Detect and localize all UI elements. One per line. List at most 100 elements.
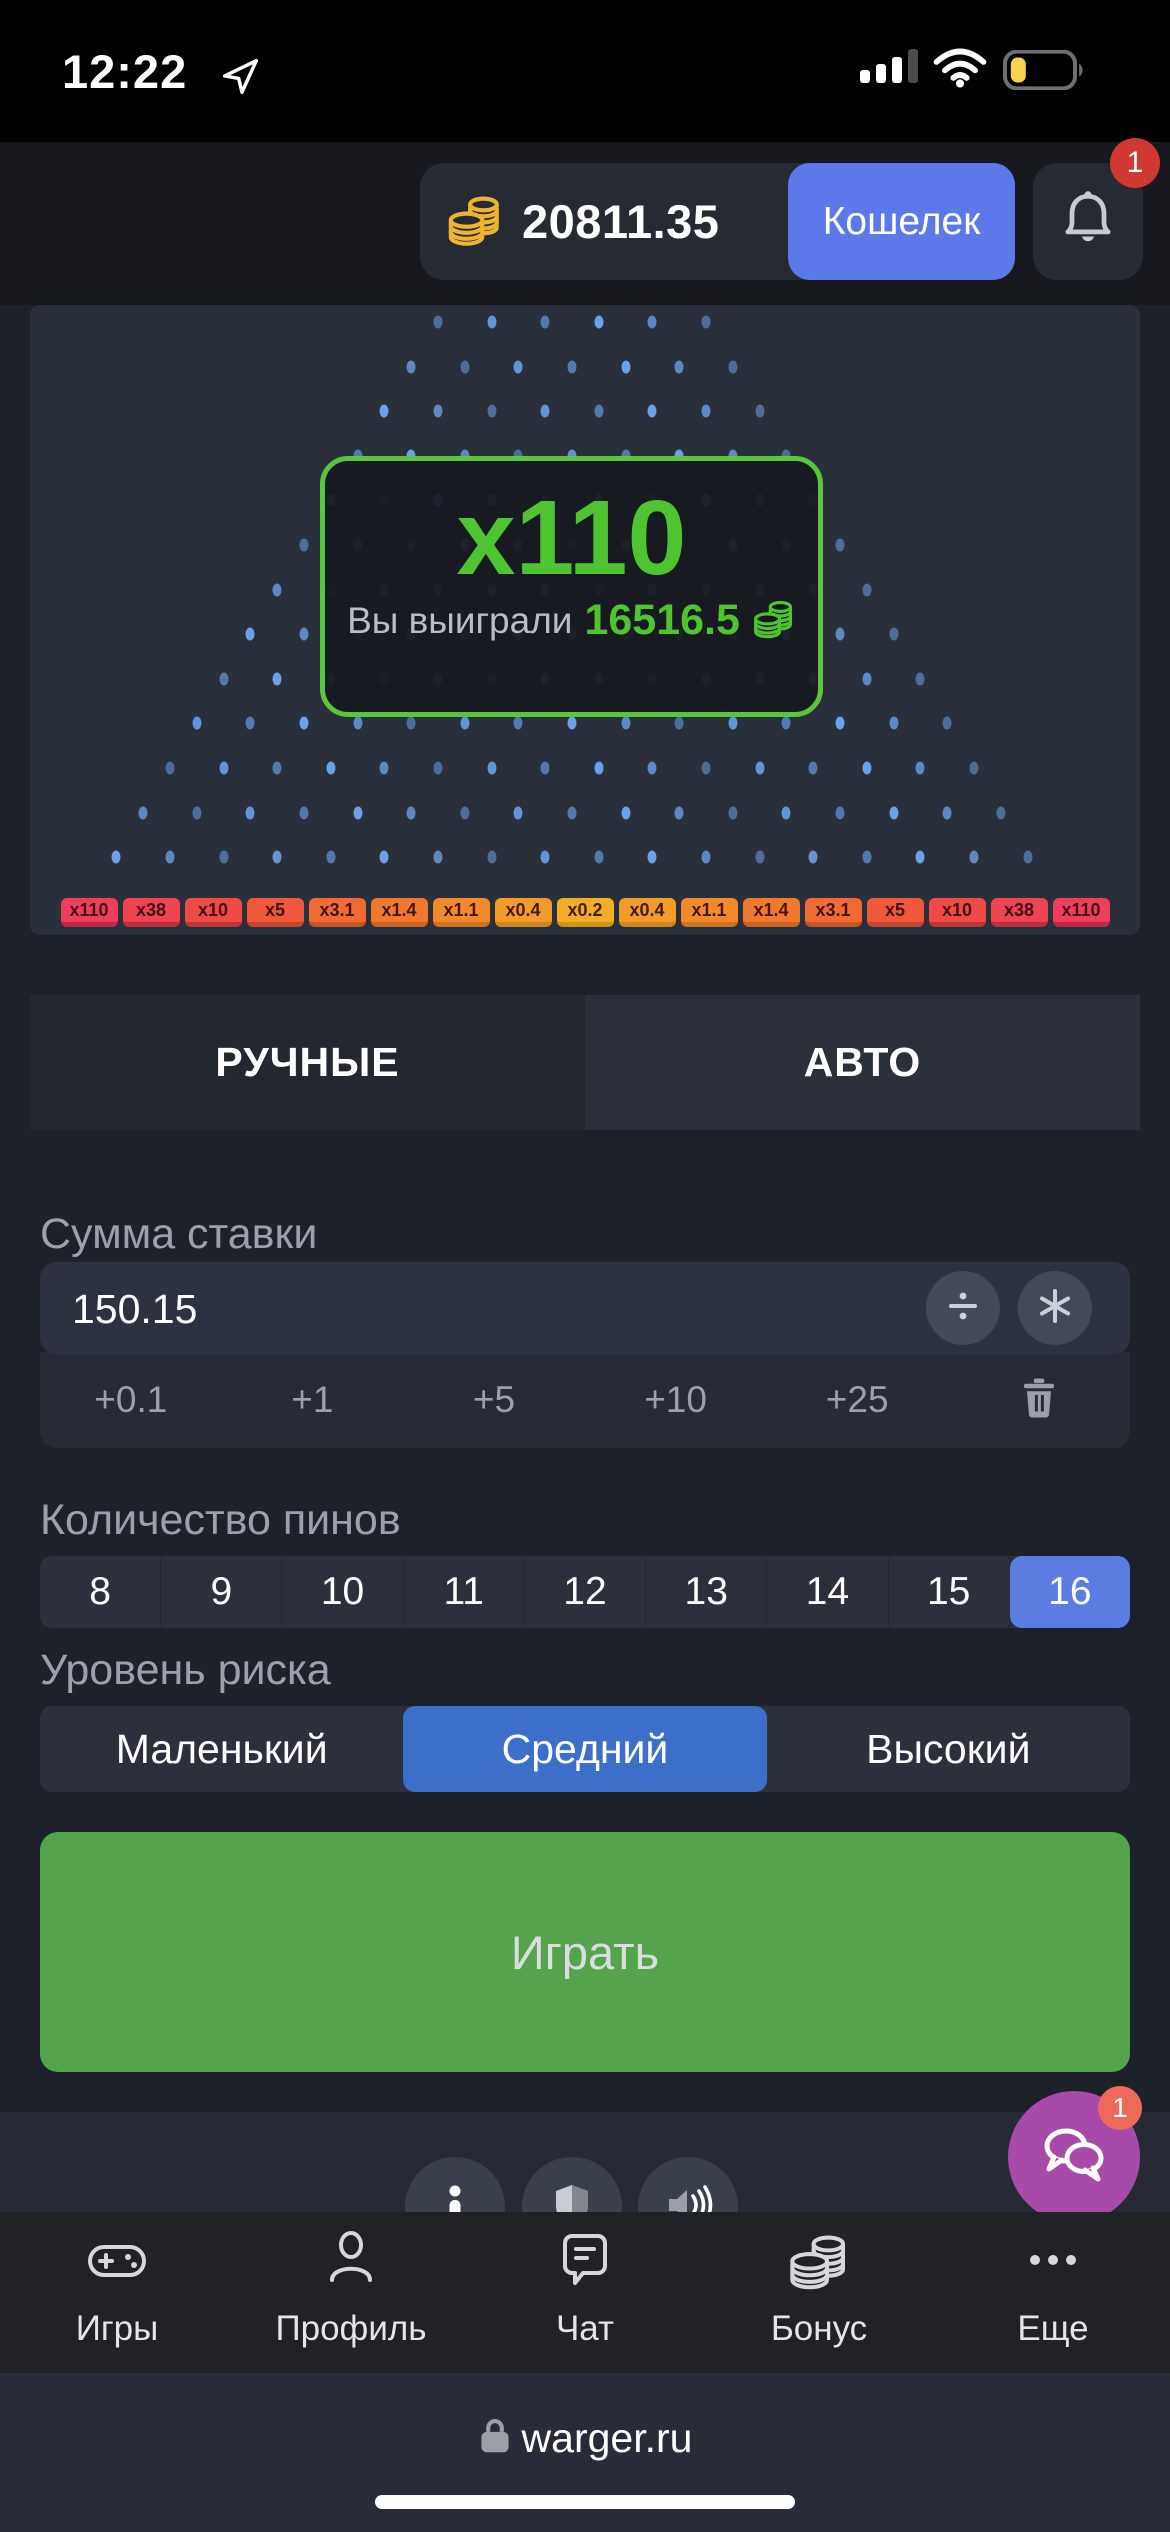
peg-dot bbox=[835, 538, 845, 552]
pin-option[interactable]: 14 bbox=[767, 1556, 889, 1628]
peg-dot bbox=[245, 806, 255, 820]
wallet-button[interactable]: Кошелек bbox=[788, 163, 1015, 280]
peg-dot bbox=[272, 761, 282, 775]
quick-bet-button[interactable]: +25 bbox=[825, 1379, 889, 1420]
coins-icon-gold bbox=[446, 190, 504, 253]
peg-dot bbox=[406, 806, 416, 820]
peg-dot bbox=[299, 538, 309, 552]
peg-dot bbox=[862, 672, 872, 686]
tab-auto[interactable]: АВТО bbox=[585, 995, 1140, 1130]
header: 20811.35 Кошелек 1 bbox=[0, 138, 1170, 305]
multiplier-chip: x3.1 bbox=[804, 898, 862, 927]
person-icon bbox=[319, 2228, 383, 2297]
peg-dot bbox=[460, 360, 470, 374]
tab-manual[interactable]: РУЧНЫЕ bbox=[30, 995, 585, 1130]
battery-icon bbox=[1003, 49, 1087, 95]
peg-dot bbox=[299, 627, 309, 641]
risk-option[interactable]: Маленький bbox=[115, 1725, 328, 1772]
win-message: Вы выиграли bbox=[347, 599, 573, 641]
multiplier-chip: x1.4 bbox=[370, 898, 428, 927]
gamepad-icon bbox=[85, 2228, 149, 2297]
peg-dot bbox=[755, 850, 765, 864]
peg-dot bbox=[487, 850, 497, 864]
nav-item-chat[interactable]: Чат bbox=[468, 2212, 702, 2373]
peg-dot bbox=[674, 716, 684, 730]
address-bar[interactable]: warger.ru bbox=[0, 2415, 1170, 2462]
peg-dot bbox=[353, 449, 363, 463]
peg-dot bbox=[433, 761, 443, 775]
multiplier-chip: x110 bbox=[60, 898, 118, 927]
bottom-nav: Игры Профиль Чат bbox=[0, 2212, 1170, 2373]
peg-dot bbox=[272, 672, 282, 686]
peg-dot bbox=[540, 315, 550, 329]
peg-dot bbox=[755, 404, 765, 418]
peg-dot bbox=[862, 583, 872, 597]
pin-option[interactable]: 10 bbox=[282, 1556, 404, 1628]
clock: 12:22 bbox=[62, 45, 188, 98]
risk-option[interactable]: Высокий bbox=[866, 1725, 1031, 1772]
quick-bet-button[interactable]: +0.1 bbox=[94, 1379, 168, 1420]
peg-dot bbox=[728, 806, 738, 820]
peg-dot bbox=[111, 850, 121, 864]
multiplier-chip: x10 bbox=[928, 898, 986, 927]
peg-dot bbox=[969, 761, 979, 775]
pin-option[interactable]: 12 bbox=[525, 1556, 647, 1628]
nav-item-more[interactable]: Еще bbox=[936, 2212, 1170, 2373]
peg-dot bbox=[513, 716, 523, 730]
pin-option[interactable]: 11 bbox=[404, 1556, 525, 1628]
peg-dot bbox=[647, 315, 657, 329]
bet-amount-input[interactable]: 150.15 bbox=[40, 1262, 1130, 1354]
peg-dot bbox=[540, 850, 550, 864]
peg-dot bbox=[567, 449, 577, 463]
utility-panel bbox=[0, 2112, 1170, 2257]
quick-bet-button[interactable]: +1 bbox=[291, 1379, 334, 1420]
nav-item-bonus[interactable]: Бонус bbox=[702, 2212, 936, 2373]
peg-dot bbox=[272, 583, 282, 597]
bet-amount-value: 150.15 bbox=[72, 1286, 198, 1332]
clear-bet-button[interactable] bbox=[948, 1374, 1130, 1427]
pin-option[interactable]: 8 bbox=[40, 1556, 162, 1628]
play-button[interactable]: Играть bbox=[40, 1832, 1130, 2072]
chat-bubbles-icon bbox=[1032, 2113, 1116, 2202]
pin-option[interactable]: 15 bbox=[889, 1556, 1010, 1628]
quick-bet-button[interactable]: +5 bbox=[472, 1379, 516, 1420]
peg-dot bbox=[808, 761, 818, 775]
peg-dot bbox=[728, 360, 738, 374]
trash-icon bbox=[1015, 1374, 1063, 1427]
peg-dot bbox=[567, 716, 577, 730]
peg-dot bbox=[621, 806, 631, 820]
multiplier-chip: x1.4 bbox=[742, 898, 800, 927]
multiplier-chip: x110 bbox=[1052, 898, 1110, 927]
multiplier-chip: x38 bbox=[990, 898, 1048, 927]
risk-option[interactable]: Средний bbox=[403, 1706, 767, 1792]
peg-dot bbox=[915, 761, 925, 775]
quick-bet-button[interactable]: +10 bbox=[644, 1379, 707, 1420]
nav-item-games[interactable]: Игры bbox=[0, 2212, 234, 2373]
peg-dot bbox=[433, 850, 443, 864]
peg-dot bbox=[460, 806, 470, 820]
nav-item-profile[interactable]: Профиль bbox=[234, 2212, 468, 2373]
peg-dot bbox=[781, 449, 791, 463]
pin-option[interactable]: 9 bbox=[161, 1556, 283, 1628]
peg-dot bbox=[674, 806, 684, 820]
peg-dot bbox=[567, 806, 577, 820]
halve-bet-button[interactable] bbox=[926, 1271, 1000, 1345]
peg-dot bbox=[165, 850, 175, 864]
pin-option[interactable]: 13 bbox=[646, 1556, 768, 1628]
peg-dot bbox=[460, 449, 470, 463]
multiplier-chip: x1.1 bbox=[680, 898, 738, 927]
peg-dot bbox=[379, 850, 389, 864]
peg-dot bbox=[433, 315, 443, 329]
peg-dot bbox=[379, 761, 389, 775]
peg-dot bbox=[513, 360, 523, 374]
home-indicator[interactable] bbox=[375, 2495, 795, 2509]
pins-label: Количество пинов bbox=[40, 1496, 401, 1544]
peg-dot bbox=[513, 806, 523, 820]
win-overlay: x110 Вы выиграли 16516.5 bbox=[320, 456, 823, 717]
pin-option[interactable]: 16 bbox=[1009, 1556, 1130, 1628]
bet-amount-label: Сумма ставки bbox=[40, 1210, 318, 1258]
peg-dot bbox=[674, 360, 684, 374]
double-bet-button[interactable] bbox=[1018, 1271, 1092, 1345]
coins-icon-green bbox=[752, 596, 796, 645]
peg-dot bbox=[647, 850, 657, 864]
